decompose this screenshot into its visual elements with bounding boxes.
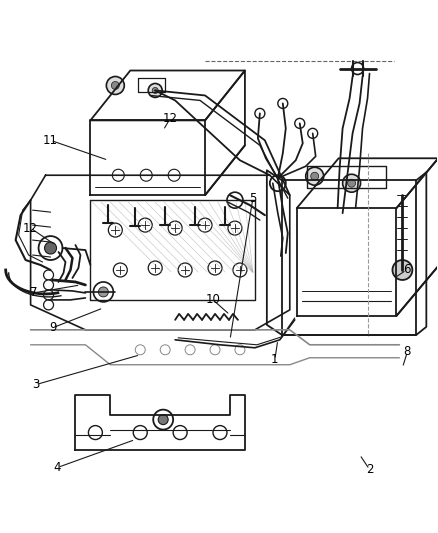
Text: 7: 7 xyxy=(30,286,37,300)
Circle shape xyxy=(178,263,192,277)
Circle shape xyxy=(255,108,265,118)
Circle shape xyxy=(43,280,53,290)
Circle shape xyxy=(227,192,243,208)
Text: 3: 3 xyxy=(32,378,39,391)
Circle shape xyxy=(138,218,152,232)
Circle shape xyxy=(352,62,364,75)
Circle shape xyxy=(99,287,108,297)
Circle shape xyxy=(39,236,63,260)
Circle shape xyxy=(113,263,127,277)
Text: 11: 11 xyxy=(43,134,58,147)
Circle shape xyxy=(108,223,122,237)
Text: 8: 8 xyxy=(404,345,411,358)
Circle shape xyxy=(208,261,222,275)
Circle shape xyxy=(111,82,119,90)
Circle shape xyxy=(43,290,53,300)
Circle shape xyxy=(93,282,113,302)
Circle shape xyxy=(392,260,413,280)
Circle shape xyxy=(148,84,162,98)
Circle shape xyxy=(233,263,247,277)
Circle shape xyxy=(308,128,318,139)
Text: 9: 9 xyxy=(49,321,56,334)
Circle shape xyxy=(295,118,305,128)
Circle shape xyxy=(158,415,168,425)
Text: 5: 5 xyxy=(249,192,257,205)
Text: 4: 4 xyxy=(54,461,61,474)
Circle shape xyxy=(152,87,158,93)
Text: 6: 6 xyxy=(403,263,410,277)
Text: 1: 1 xyxy=(271,353,279,366)
Circle shape xyxy=(148,261,162,275)
Circle shape xyxy=(348,179,356,187)
Circle shape xyxy=(153,410,173,430)
Text: 10: 10 xyxy=(205,293,220,306)
Circle shape xyxy=(45,242,57,254)
Circle shape xyxy=(198,218,212,232)
Circle shape xyxy=(43,300,53,310)
Circle shape xyxy=(270,175,286,191)
Circle shape xyxy=(168,221,182,235)
Text: 12: 12 xyxy=(162,112,178,125)
Circle shape xyxy=(228,221,242,235)
Circle shape xyxy=(278,99,288,108)
Circle shape xyxy=(311,172,319,180)
Circle shape xyxy=(43,270,53,280)
Text: 2: 2 xyxy=(366,463,373,476)
Circle shape xyxy=(106,77,124,94)
Circle shape xyxy=(306,167,324,185)
Circle shape xyxy=(343,174,360,192)
Text: 12: 12 xyxy=(23,222,38,235)
